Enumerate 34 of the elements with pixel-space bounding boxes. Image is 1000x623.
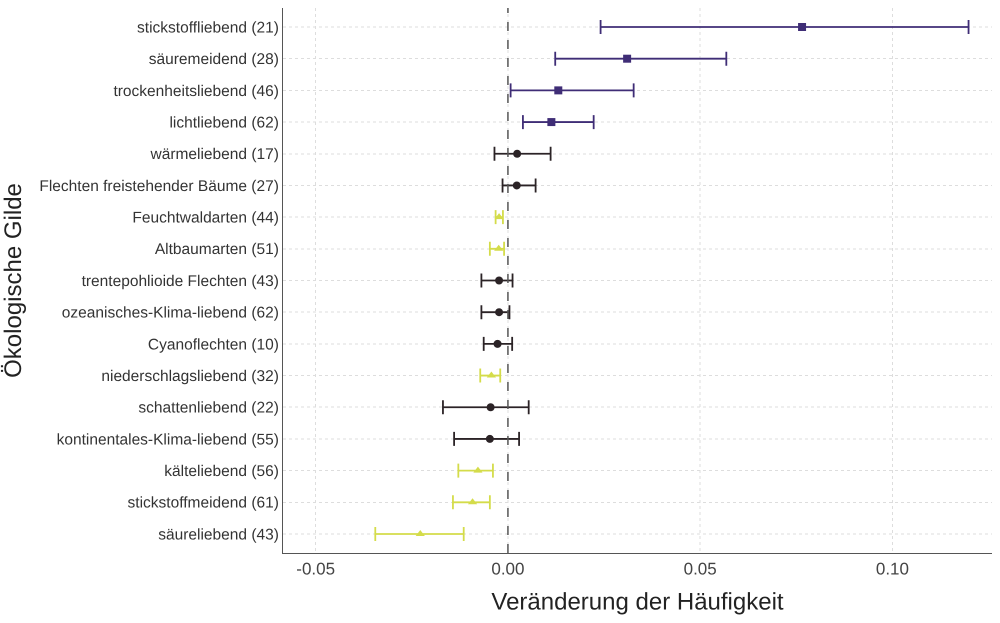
point xyxy=(554,86,562,94)
point xyxy=(798,23,806,32)
y-tick-label: trockenheitsliebend (46) xyxy=(113,82,279,100)
point xyxy=(547,118,556,126)
y-tick-label: säureliebend (43) xyxy=(158,526,279,544)
y-tick-label: stickstoffmeidend (61) xyxy=(128,494,279,512)
point xyxy=(486,434,494,443)
y-tick-label: trentepohlioide Flechten (43) xyxy=(82,272,279,290)
y-axis-title: Ökologische Gilde xyxy=(0,183,27,378)
y-tick-label: kontinentales-Klima-liebend (55) xyxy=(56,431,279,448)
x-tick-label: 0.10 xyxy=(876,559,909,578)
point xyxy=(513,150,522,158)
y-tick-label: säuremeidend (28) xyxy=(148,51,279,68)
y-tick-label: ozeanisches-Klima-liebend (62) xyxy=(62,304,279,322)
y-tick-label: schattenliebend (22) xyxy=(138,400,279,417)
y-tick-label: Flechten freistehender Bäume (27) xyxy=(39,178,279,195)
y-tick-label: kälteliebend (56) xyxy=(164,463,279,480)
x-tick-label: -0.05 xyxy=(296,559,336,578)
y-tick-label: lichtliebend (62) xyxy=(169,114,279,132)
y-tick-label: stickstoffliebend (21) xyxy=(137,19,279,36)
point xyxy=(494,340,502,348)
x-tick-label: 0.00 xyxy=(491,559,524,578)
point xyxy=(623,54,632,63)
y-tick-label: Altbaumarten (51) xyxy=(154,241,279,258)
x-tick-label: 0.05 xyxy=(684,559,717,578)
x-axis-title: Veränderung der Häufigkeit xyxy=(491,588,784,616)
point xyxy=(512,181,521,190)
point xyxy=(495,276,504,284)
y-tick-label: Feuchtwaldarten (44) xyxy=(132,210,279,227)
point xyxy=(495,308,504,316)
y-tick-label: wärmeliebend (17) xyxy=(150,146,279,164)
y-tick-label: Cyanoflechten (10) xyxy=(148,336,279,354)
point xyxy=(486,403,495,412)
y-tick-label: niederschlagsliebend (32) xyxy=(101,368,279,385)
